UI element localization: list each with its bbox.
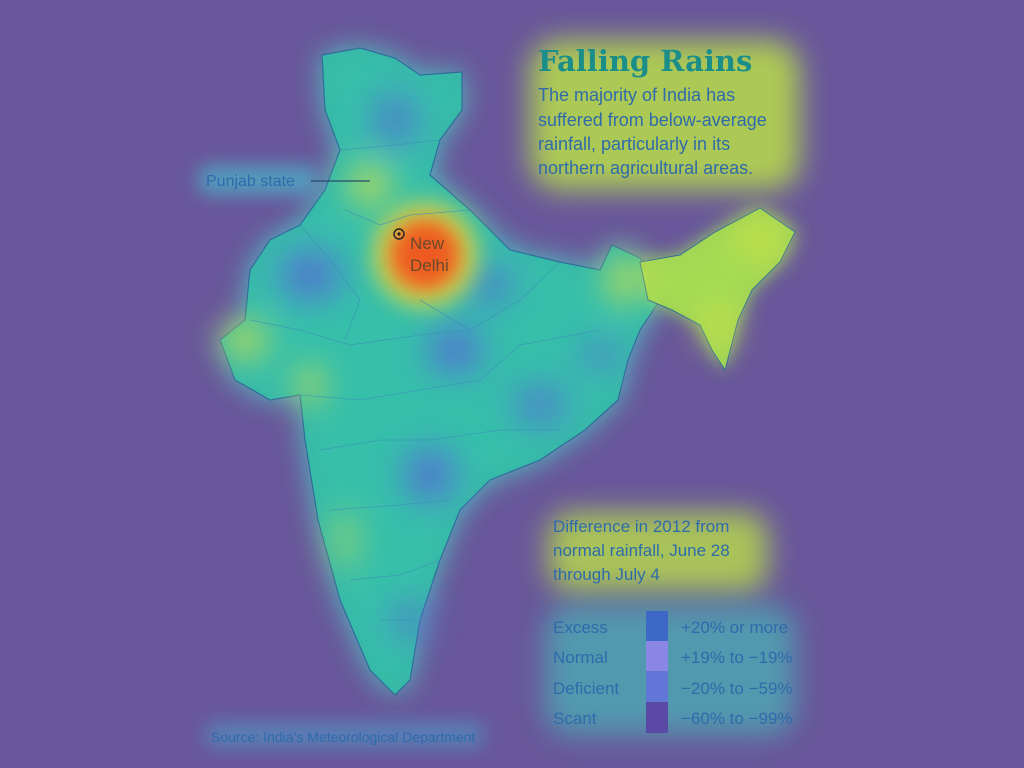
legend-category-deficient: Deficient <box>553 679 619 698</box>
wet-zone-punjab <box>342 155 398 215</box>
source-credit: Source: India’s Meteorological Departmen… <box>211 729 475 745</box>
legend-category-normal: Normal <box>553 648 608 667</box>
description-line-4: northern agricultural areas. <box>538 158 753 178</box>
legend-heading-line-2: normal rainfall, June 28 <box>553 541 730 560</box>
legend-swatch-excess <box>646 611 668 641</box>
legend-range-normal: +19% to −19% <box>681 648 793 667</box>
legend: Excess +20% or more Normal +19% to −19% … <box>553 611 793 733</box>
source-glow <box>205 722 485 748</box>
dry-zone-kashmir <box>360 80 430 160</box>
title-glow <box>530 40 800 190</box>
new-delhi-marker-icon <box>393 228 405 240</box>
capital-label-line-1: New <box>410 234 445 253</box>
hotspot-new-delhi-core <box>395 225 455 285</box>
wet-zone-bengal <box>599 248 651 312</box>
description-line-3: rainfall, particularly in its <box>538 134 730 154</box>
dry-zone-central <box>415 314 495 386</box>
description-line-1: The majority of India has <box>538 85 735 105</box>
capital-label-line-2: Delhi <box>410 256 449 275</box>
legend-swatch-normal <box>646 641 668 671</box>
legend-category-excess: Excess <box>553 618 608 637</box>
dry-zone-odisha <box>570 330 630 380</box>
wet-zone-konkan <box>292 357 328 413</box>
legend-range-excess: +20% or more <box>681 618 788 637</box>
punjab-label: Punjab state <box>206 173 295 190</box>
wet-zone-kerala <box>325 500 365 580</box>
wet-zone-manipur <box>696 299 740 351</box>
legend-heading-line-1: Difference in 2012 from <box>553 517 729 536</box>
legend-swatch-scant <box>646 702 668 733</box>
india-map <box>215 47 796 696</box>
description-line-2: suffered from below-average <box>538 110 767 130</box>
punjab-label-glow <box>198 165 318 195</box>
state-boundaries <box>249 139 601 621</box>
page-title: Falling Rains <box>538 44 752 78</box>
legend-category-scant: Scant <box>553 709 597 728</box>
legend-range-scant: −60% to −99% <box>681 709 793 728</box>
wet-zone-gujarat <box>215 314 275 366</box>
dry-zone-south <box>392 435 468 515</box>
legend-glow <box>545 605 795 735</box>
legend-heading-glow <box>548 512 768 592</box>
new-delhi-marker-dot <box>397 232 401 236</box>
legend-range-deficient: −20% to −59% <box>681 679 793 698</box>
legend-swatch-deficient <box>646 671 668 702</box>
wet-zone-assam <box>728 216 792 264</box>
dry-zone-east <box>500 373 580 437</box>
dry-zone-northwest <box>265 237 355 313</box>
legend-heading-line-3: through July 4 <box>553 565 660 584</box>
